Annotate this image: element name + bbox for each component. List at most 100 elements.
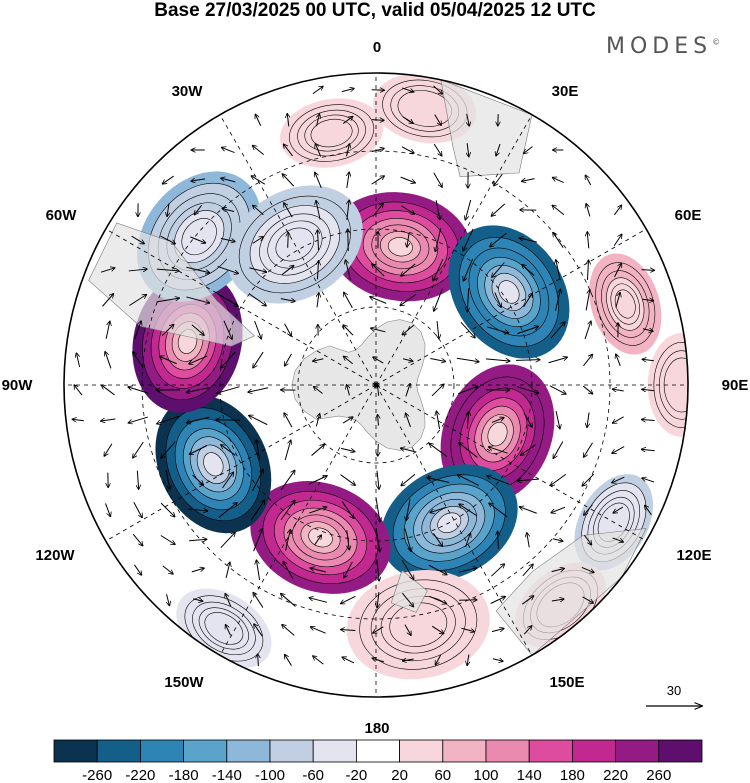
anomaly-cell [155,395,272,534]
wind-arrow [404,624,411,636]
wind-arrow [435,654,442,665]
wind-arrow [217,265,239,273]
wind-arrow [157,415,180,424]
wind-arrow [494,292,501,308]
wind-arrow [194,204,203,215]
wind-arrow [191,324,204,336]
wind-arrow [645,505,652,516]
wind-arrow [431,384,444,397]
wind-arrow [613,234,622,247]
wind-arrow [492,262,505,278]
wind-arrow [251,176,266,185]
wind-arrow [137,470,138,490]
wind-arrow [587,412,589,428]
wind-arrow [642,299,653,301]
wind-arrow [162,175,174,184]
wind-arrow [186,386,210,392]
reference-vector-label: 30 [667,683,681,698]
wind-arrow [280,500,295,521]
wind-arrow [434,288,443,311]
wind-arrow [556,260,561,281]
wind-arrow [160,535,175,545]
meridian-line [211,101,377,386]
meridian-line [375,384,541,669]
wind-arrow [280,470,295,491]
wind-arrow [342,116,353,124]
colorbar-tick-label: -260 [82,767,112,783]
wind-arrow [285,529,291,551]
wind-arrow [347,530,350,550]
anomaly-contour [204,612,244,645]
wind-arrow [310,627,326,634]
wind-arrow [612,389,624,391]
wind-arrow [316,201,321,220]
wind-arrow [465,199,472,220]
wind-arrow [642,389,655,391]
wind-arrow [550,322,565,339]
wind-arrow [401,146,414,153]
colorbar-tick-label: -20 [346,767,368,783]
wind-arrow [457,475,479,486]
wind-arrow [284,323,292,337]
wind-arrow [165,470,170,489]
wind-arrow [584,504,593,516]
wind-arrow [430,506,447,512]
wind-arrow [405,384,410,397]
wind-arrow [287,114,289,127]
wind-arrow [191,179,206,181]
meridian-line [92,384,377,550]
wind-arrow [642,359,654,360]
map-border [63,72,689,698]
wind-arrow [460,321,475,338]
longitude-label: 180 [364,720,389,737]
wind-arrow [101,419,116,421]
wind-arrow [548,357,568,364]
wind-arrow [491,628,504,633]
longitude-label: 90W [2,377,34,394]
wind-arrow [377,470,379,490]
wind-arrow [402,659,414,661]
wind-arrow [585,290,590,311]
colorbar-swatch [269,739,314,763]
wind-arrow [221,351,236,368]
meridian-line [375,384,660,550]
wind-arrow [282,625,295,636]
wind-arrow [131,235,145,244]
wind-arrow [550,473,567,485]
wind-arrow [218,503,237,518]
wind-arrow [581,566,594,572]
wind-arrow [249,293,267,306]
wind-arrow [133,564,141,575]
wind-arrow [375,498,380,522]
wind-arrow [280,299,295,302]
wind-arrow [372,203,383,217]
wind-arrow [552,205,565,216]
wind-arrow [459,504,478,517]
wind-arrow [347,200,349,220]
longitude-label: 150W [164,674,204,691]
wind-arrow [249,267,266,272]
longitude-label: 30W [172,83,204,100]
wind-arrow [252,469,264,491]
wind-arrow [641,419,655,420]
wind-arrow [523,412,532,428]
brand-mark: © [712,37,721,47]
wind-arrow [552,539,563,542]
wind-arrow [407,232,409,247]
wind-arrow [587,232,589,249]
wind-arrow [402,324,415,335]
wind-arrow [313,386,323,394]
wind-arrow [401,87,414,92]
africa [440,79,533,178]
anomaly-cell [328,192,472,302]
wind-arrow [402,116,414,124]
wind-arrow [489,503,508,518]
wind-arrow [129,294,146,306]
wind-arrow [401,263,416,276]
wind-arrow [317,293,319,308]
wind-arrow [256,560,261,581]
wind-arrow [613,506,624,513]
wind-arrow [430,357,445,361]
wind-arrow [225,625,232,636]
wind-arrow [134,321,141,340]
